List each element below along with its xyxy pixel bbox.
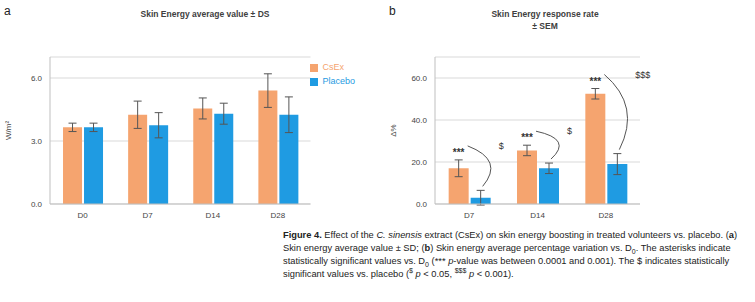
svg-text:D28: D28 — [598, 211, 613, 220]
svg-text:***: *** — [589, 76, 601, 87]
svg-text:$: $ — [567, 126, 572, 136]
svg-text:6.0: 6.0 — [31, 74, 43, 83]
svg-text:0.0: 0.0 — [31, 200, 43, 209]
svg-text:D14: D14 — [205, 211, 220, 220]
html-text:Placebo: Placebo — [322, 76, 355, 86]
html-text:b: b — [389, 4, 396, 18]
svg-text:$: $ — [499, 141, 504, 151]
html-text:± SEM: ± SEM — [532, 21, 558, 31]
html-text:Skin Energy response rate: Skin Energy response rate — [491, 9, 599, 19]
svg-text:40.0: 40.0 — [411, 116, 427, 125]
svg-text:0.0: 0.0 — [416, 200, 428, 209]
svg-text:60.0: 60.0 — [411, 74, 427, 83]
svg-text:D28: D28 — [271, 211, 286, 220]
svg-text:***: *** — [453, 147, 465, 158]
svg-text:D7: D7 — [143, 211, 154, 220]
html-text:Skin Energy average value ± DS: Skin Energy average value ± DS — [140, 9, 270, 19]
svg-text:Δ%: Δ% — [389, 124, 398, 136]
svg-text:***: *** — [521, 132, 533, 143]
svg-text:W/m²: W/m² — [8, 121, 13, 140]
svg-text:20.0: 20.0 — [411, 158, 427, 167]
html-text:Figure 4. Effect of the C. sin: Figure 4. Effect of the C. sinensis extr… — [283, 230, 738, 279]
html-text:CsEx: CsEx — [322, 62, 344, 72]
svg-text:D7: D7 — [464, 211, 475, 220]
svg-text:$$$: $$$ — [635, 70, 650, 80]
svg-text:D14: D14 — [530, 211, 545, 220]
html-text:a: a — [4, 4, 11, 18]
svg-text:3.0: 3.0 — [31, 137, 43, 146]
svg-text:D0: D0 — [77, 211, 88, 220]
